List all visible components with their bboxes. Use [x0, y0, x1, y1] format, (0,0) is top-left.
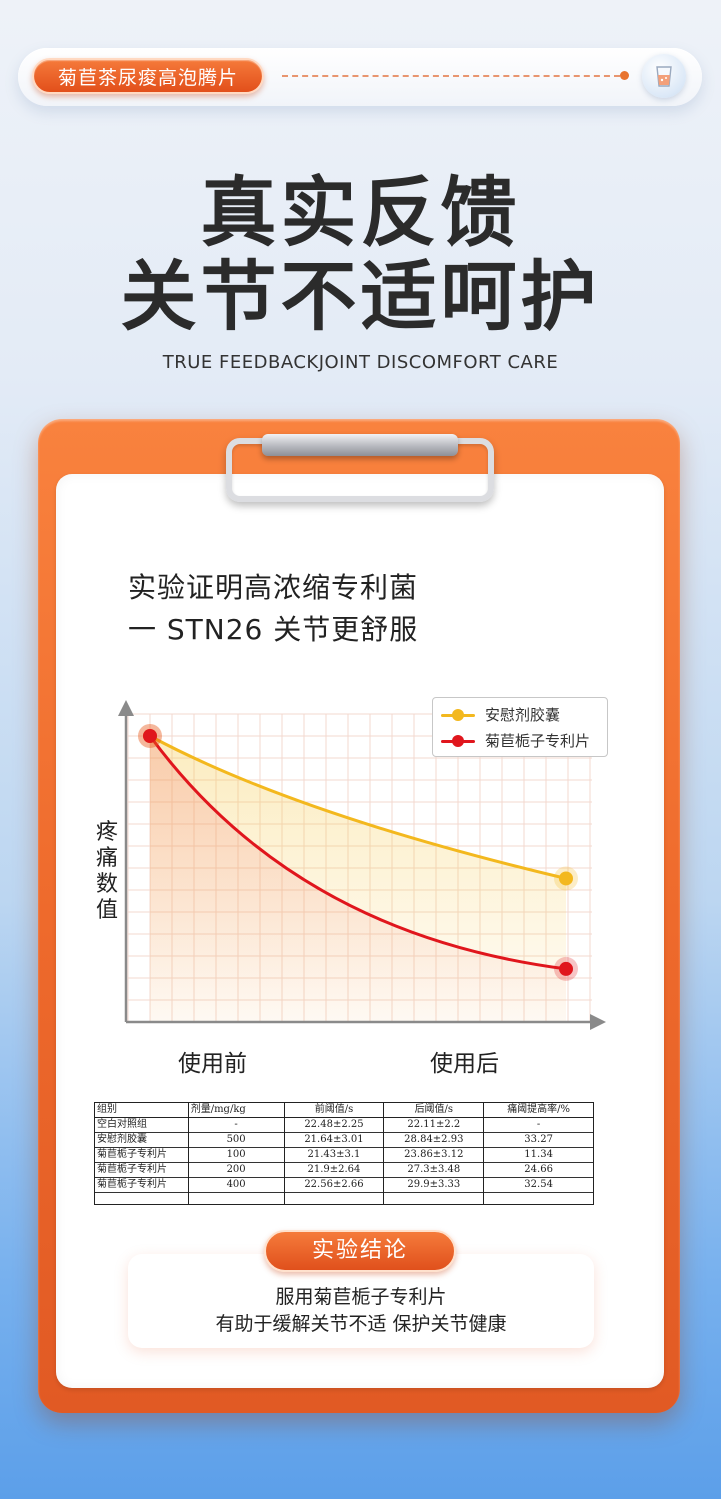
y-axis-arrow [118, 700, 134, 716]
table-cell: 29.9±3.33 [383, 1177, 485, 1193]
series-area-2 [150, 736, 566, 1022]
table-cell: 27.3±3.48 [383, 1162, 485, 1178]
table-row: 菊苣栀子专利片 200 21.9±2.64 27.3±3.48 24.66 [94, 1162, 594, 1178]
table-header-cell: 剂量/mg/kg [187, 1102, 285, 1118]
headline-subtitle: TRUE FEEDBACKJOINT DISCOMFORT CARE [162, 352, 559, 373]
table-header-cell: 前阈值/s [283, 1102, 385, 1118]
pain-chart [118, 700, 606, 1030]
table-cell: 33.27 [483, 1132, 594, 1148]
table-row: 菊苣栀子专利片 100 21.43±3.1 23.86±3.12 11.34 [94, 1147, 594, 1163]
conclusion-line-2: 有助于缓解关节不适 保护关节健康 [215, 1313, 507, 1335]
x-tick-after: 使用后 [430, 1051, 499, 1077]
headline-line-1: 真实反馈 [200, 168, 521, 257]
table-cell: 11.34 [483, 1147, 594, 1163]
table-cell: 400 [187, 1177, 285, 1193]
series-1-point-2 [559, 871, 573, 886]
table-cell: 200 [187, 1162, 285, 1178]
clipboard-clip [262, 434, 458, 456]
claim-line-1: 实验证明高浓缩专利菌 [128, 571, 419, 604]
table-cell: 22.48±2.25 [283, 1117, 385, 1133]
legend-item-patent: 菊苣栀子专利片 [441, 729, 607, 753]
series-line-1 [149, 734, 567, 880]
table-cell-empty [483, 1192, 594, 1205]
table-cell: 菊苣栀子专利片 [94, 1162, 189, 1178]
legend-label-patent: 菊苣栀子专利片 [485, 732, 591, 750]
table-row-empty [94, 1192, 594, 1205]
table-cell-empty [187, 1192, 285, 1205]
table-cell: 菊苣栀子专利片 [94, 1147, 189, 1163]
product-tag: 菊苣茶尿痠高泡腾片 [32, 58, 264, 94]
table-cell: 22.56±2.66 [283, 1177, 385, 1193]
table-cell: 22.11±2.2 [383, 1117, 485, 1133]
table-cell: 500 [187, 1132, 285, 1148]
legend-dot-patent [452, 735, 464, 747]
legend-dot-placebo [452, 709, 464, 721]
table-cell: 28.84±2.93 [383, 1132, 485, 1148]
table-cell: 23.86±3.12 [383, 1147, 485, 1163]
x-tick-before: 使用前 [178, 1051, 247, 1077]
table-header-row: 组别 剂量/mg/kg 前阈值/s 后阈值/s 痛阈提高率/% [94, 1102, 594, 1118]
table-cell: 21.43±3.1 [283, 1147, 385, 1163]
table-cell: 安慰剂胶囊 [94, 1132, 189, 1148]
table-cell: 24.66 [483, 1162, 594, 1178]
headline-line-2: 关节不适呵护 [120, 252, 601, 341]
table-cell-empty [94, 1192, 189, 1205]
table-row: 空白对照组 - 22.48±2.25 22.11±2.2 - [94, 1117, 594, 1133]
table-cell: 21.9±2.64 [283, 1162, 385, 1178]
claim-line-2: 一 STN26 关节更舒服 [128, 613, 419, 646]
legend-label-placebo: 安慰剂胶囊 [485, 706, 561, 724]
conclusion-tag: 实验结论 [264, 1230, 456, 1272]
table-cell-empty [283, 1192, 385, 1205]
table-cell: - [187, 1117, 285, 1133]
table-header-cell: 后阈值/s [383, 1102, 485, 1118]
experiment-table: 组别 剂量/mg/kg 前阈值/s 后阈值/s 痛阈提高率/% 空白对照组 - … [94, 1102, 594, 1205]
cup-icon [642, 54, 686, 98]
table-cell: 32.54 [483, 1177, 594, 1193]
conclusion-line-1: 服用菊苣栀子专利片 [275, 1286, 447, 1308]
chart-legend: 安慰剂胶囊 菊苣栀子专利片 [432, 697, 608, 757]
y-axis-label: 疼痛数值 [95, 820, 118, 923]
table-row: 菊苣栀子专利片 400 22.56±2.66 29.9±3.33 32.54 [94, 1177, 594, 1193]
table-row: 安慰剂胶囊 500 21.64±3.01 28.84±2.93 33.27 [94, 1132, 594, 1148]
table-cell: 100 [187, 1147, 285, 1163]
table-cell-empty [383, 1192, 485, 1205]
table-cell: 菊苣栀子专利片 [94, 1177, 189, 1193]
table-cell: 空白对照组 [94, 1117, 189, 1133]
series-line-2 [148, 735, 567, 971]
series-2-point-2 [559, 961, 573, 976]
x-axis-arrow [590, 1014, 606, 1030]
divider-dot [620, 71, 629, 80]
legend-item-placebo: 安慰剂胶囊 [441, 703, 607, 727]
table-cell: - [483, 1117, 594, 1133]
table-header-cell: 痛阈提高率/% [483, 1102, 594, 1118]
dashed-divider [282, 75, 620, 77]
series-2-point-1 [143, 729, 157, 743]
table-cell: 21.64±3.01 [283, 1132, 385, 1148]
table-header-cell: 组别 [94, 1102, 189, 1118]
